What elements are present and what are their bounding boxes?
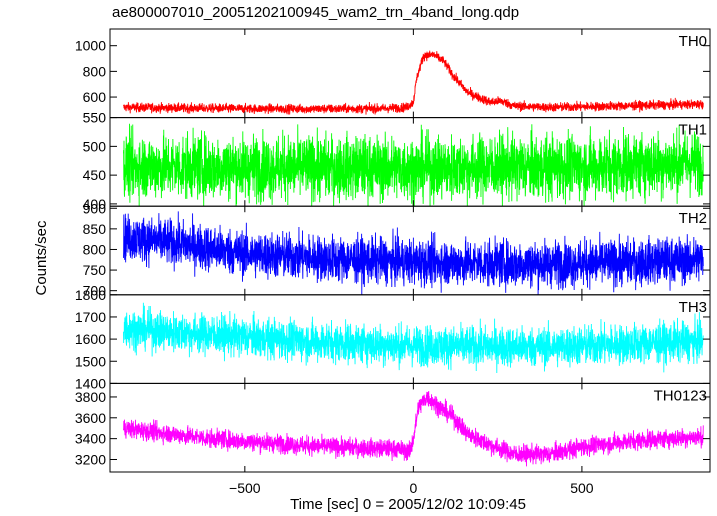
x-axis-label: Time [sec] 0 = 2005/12/02 10:09:45 (290, 496, 526, 513)
y-tick-label: 3600 (75, 410, 106, 426)
y-tick-label: 850 (83, 221, 107, 237)
x-tick-label: −500 (229, 480, 261, 496)
y-tick-label: 800 (83, 241, 107, 257)
series-line-th3 (123, 302, 704, 374)
panel-frame (109, 382, 711, 473)
y-axis-label: Counts/sec (33, 220, 50, 296)
y-tick-label: 1400 (75, 375, 106, 391)
y-tick-label: 700 (83, 283, 107, 299)
y-tick-label: 400 (83, 196, 107, 212)
panel-th0: 600 800 1000 TH0 (75, 28, 711, 119)
chart-title: ae800007010_20051202100945_wam2_trn_4ban… (112, 4, 519, 21)
y-tick-label: 900 (83, 200, 107, 216)
panel-label: TH1 (679, 122, 707, 139)
y-tick-label: 3400 (75, 431, 106, 447)
panel-label: TH0 (679, 33, 707, 50)
y-tick-label: 450 (83, 167, 107, 183)
y-tick-label: 1000 (75, 38, 106, 54)
panel-th1: 400 450 500 550 TH1 (83, 110, 711, 212)
series-line-th2 (123, 211, 704, 295)
panel-th2: 700 750 800 850 900 TH2 (83, 200, 711, 299)
y-tick-label: 800 (83, 63, 107, 79)
y-tick-label: 3200 (75, 451, 106, 467)
series-line-th0 (123, 50, 704, 115)
panel-label: TH0123 (654, 387, 707, 404)
y-tick-label: 3800 (75, 389, 106, 405)
panel-label: TH2 (679, 210, 707, 227)
series-line-th1 (123, 123, 704, 207)
y-tick-label: 600 (83, 89, 107, 105)
series-line-th0123 (123, 391, 704, 467)
panel-th0123: 3200 3400 3600 3800 TH0123 (75, 382, 711, 473)
y-tick-label: 550 (83, 110, 107, 126)
panel-label: TH3 (679, 299, 707, 316)
y-tick-label: 1800 (75, 287, 106, 303)
y-tick-label: 500 (83, 138, 107, 154)
y-tick-label: 1500 (75, 353, 106, 369)
y-tick-label: 750 (83, 262, 107, 278)
panel-th3: 1400 1500 1600 1700 1800 TH3 (75, 287, 711, 391)
y-tick-label: 1700 (75, 309, 106, 325)
panels-layer: 600 800 1000 TH0 400 450 500 550 TH1 700 750 800 850… (75, 28, 711, 496)
y-tick-label: 1600 (75, 331, 106, 347)
x-tick-label: 500 (570, 480, 594, 496)
x-tick-label: 0 (409, 480, 417, 496)
